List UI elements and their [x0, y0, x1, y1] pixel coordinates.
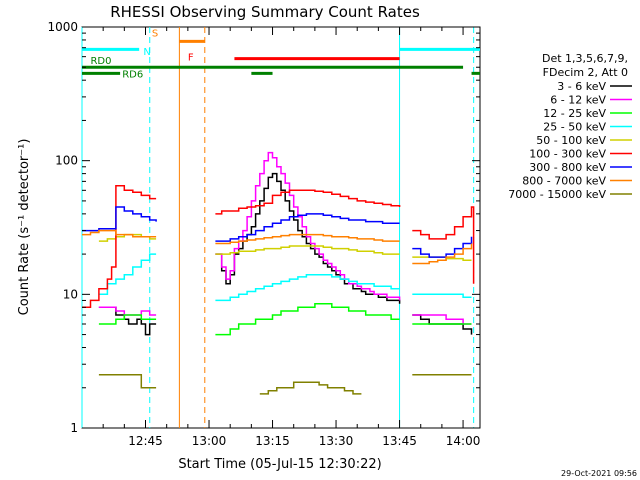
series-line-7-seg-0 [82, 229, 157, 238]
plot-frame [81, 26, 481, 429]
series-line-5-seg-0 [82, 184, 157, 309]
legend-entry-label: 6 - 12 keV [550, 94, 606, 107]
legend-entry-label: 3 - 6 keV [557, 80, 606, 93]
x-tick-label: 13:45 [382, 434, 417, 448]
series-line-1-seg-1 [215, 151, 401, 301]
series-line-5-seg-2 [412, 206, 475, 284]
flag-label-rd0: RD0 [90, 56, 111, 67]
series-line-8-seg-1 [259, 381, 362, 395]
series-line-1-seg-0 [98, 306, 157, 316]
legend-entry-label: 100 - 300 keV [529, 148, 606, 161]
series-line-0-seg-0 [98, 306, 157, 336]
legend: Det 1,3,5,6,7,9,FDecim 2, Att 03 - 6 keV… [508, 52, 632, 201]
axes: 1 10 100 1000 12:45 13:00 13:15 13:30 13:45 14:00 [47, 20, 480, 448]
vertical-markers [81, 27, 475, 428]
x-axis-label: Start Time (05-Jul-15 12:30:22) [178, 457, 381, 472]
y-tick-label: 1000 [47, 20, 78, 34]
series-line-0-seg-2 [412, 314, 473, 335]
flag-label-s: S [152, 28, 158, 39]
series-line-8-seg-0 [98, 374, 157, 389]
x-tick-label: 12:45 [128, 434, 163, 448]
y-tick-label: 10 [63, 287, 78, 301]
legend-entry-label: 300 - 800 keV [529, 161, 606, 174]
flag-label-f: F [188, 53, 194, 64]
y-tick-label: 1 [70, 421, 78, 435]
series-line-1-seg-2 [412, 314, 472, 325]
legend-entry-label: 800 - 7000 keV [522, 175, 606, 188]
x-tick-label: 13:00 [192, 434, 227, 448]
orbit-flag-bars: NS F RD0 RD6 [82, 28, 480, 80]
legend-header-line: Det 1,3,5,6,7,9, [542, 52, 628, 65]
series-line-2-seg-1 [215, 303, 400, 336]
legend-entry-label: 25 - 50 keV [543, 121, 606, 134]
series-layer [82, 151, 475, 395]
series-line-4-seg-0 [98, 233, 157, 242]
series-line-7-seg-2 [412, 243, 473, 265]
legend-entry-label: 7000 - 15000 keV [508, 188, 606, 201]
series-line-6-seg-0 [82, 206, 157, 232]
y-tick-label: 100 [55, 154, 78, 168]
series-line-3-seg-1 [215, 274, 400, 302]
series-line-4-seg-1 [215, 245, 400, 255]
series-line-3-seg-2 [412, 293, 472, 299]
x-tick-label: 14:00 [446, 434, 481, 448]
legend-header-line: FDecim 2, Att 0 [543, 66, 628, 79]
flag-label-rd6: RD6 [122, 69, 143, 80]
x-tick-label: 13:30 [319, 434, 354, 448]
legend-entry-label: 12 - 25 keV [543, 107, 606, 120]
timestamp: 29-Oct-2021 09:56 [561, 469, 637, 478]
chart-title: RHESSI Observing Summary Count Rates [110, 3, 420, 21]
series-line-6-seg-2 [412, 236, 473, 258]
legend-entry-label: 50 - 100 keV [536, 134, 606, 147]
series-line-6-seg-1 [215, 213, 400, 242]
series-line-3-seg-0 [98, 253, 157, 296]
series-line-2-seg-0 [98, 314, 157, 325]
y-axis-label: Count Rate (s⁻¹ detector⁻¹) [17, 139, 32, 316]
x-tick-label: 13:15 [255, 434, 290, 448]
flag-label-n: N [143, 47, 150, 58]
series-line-7-seg-1 [215, 233, 400, 245]
series-line-5-seg-1 [215, 189, 401, 215]
